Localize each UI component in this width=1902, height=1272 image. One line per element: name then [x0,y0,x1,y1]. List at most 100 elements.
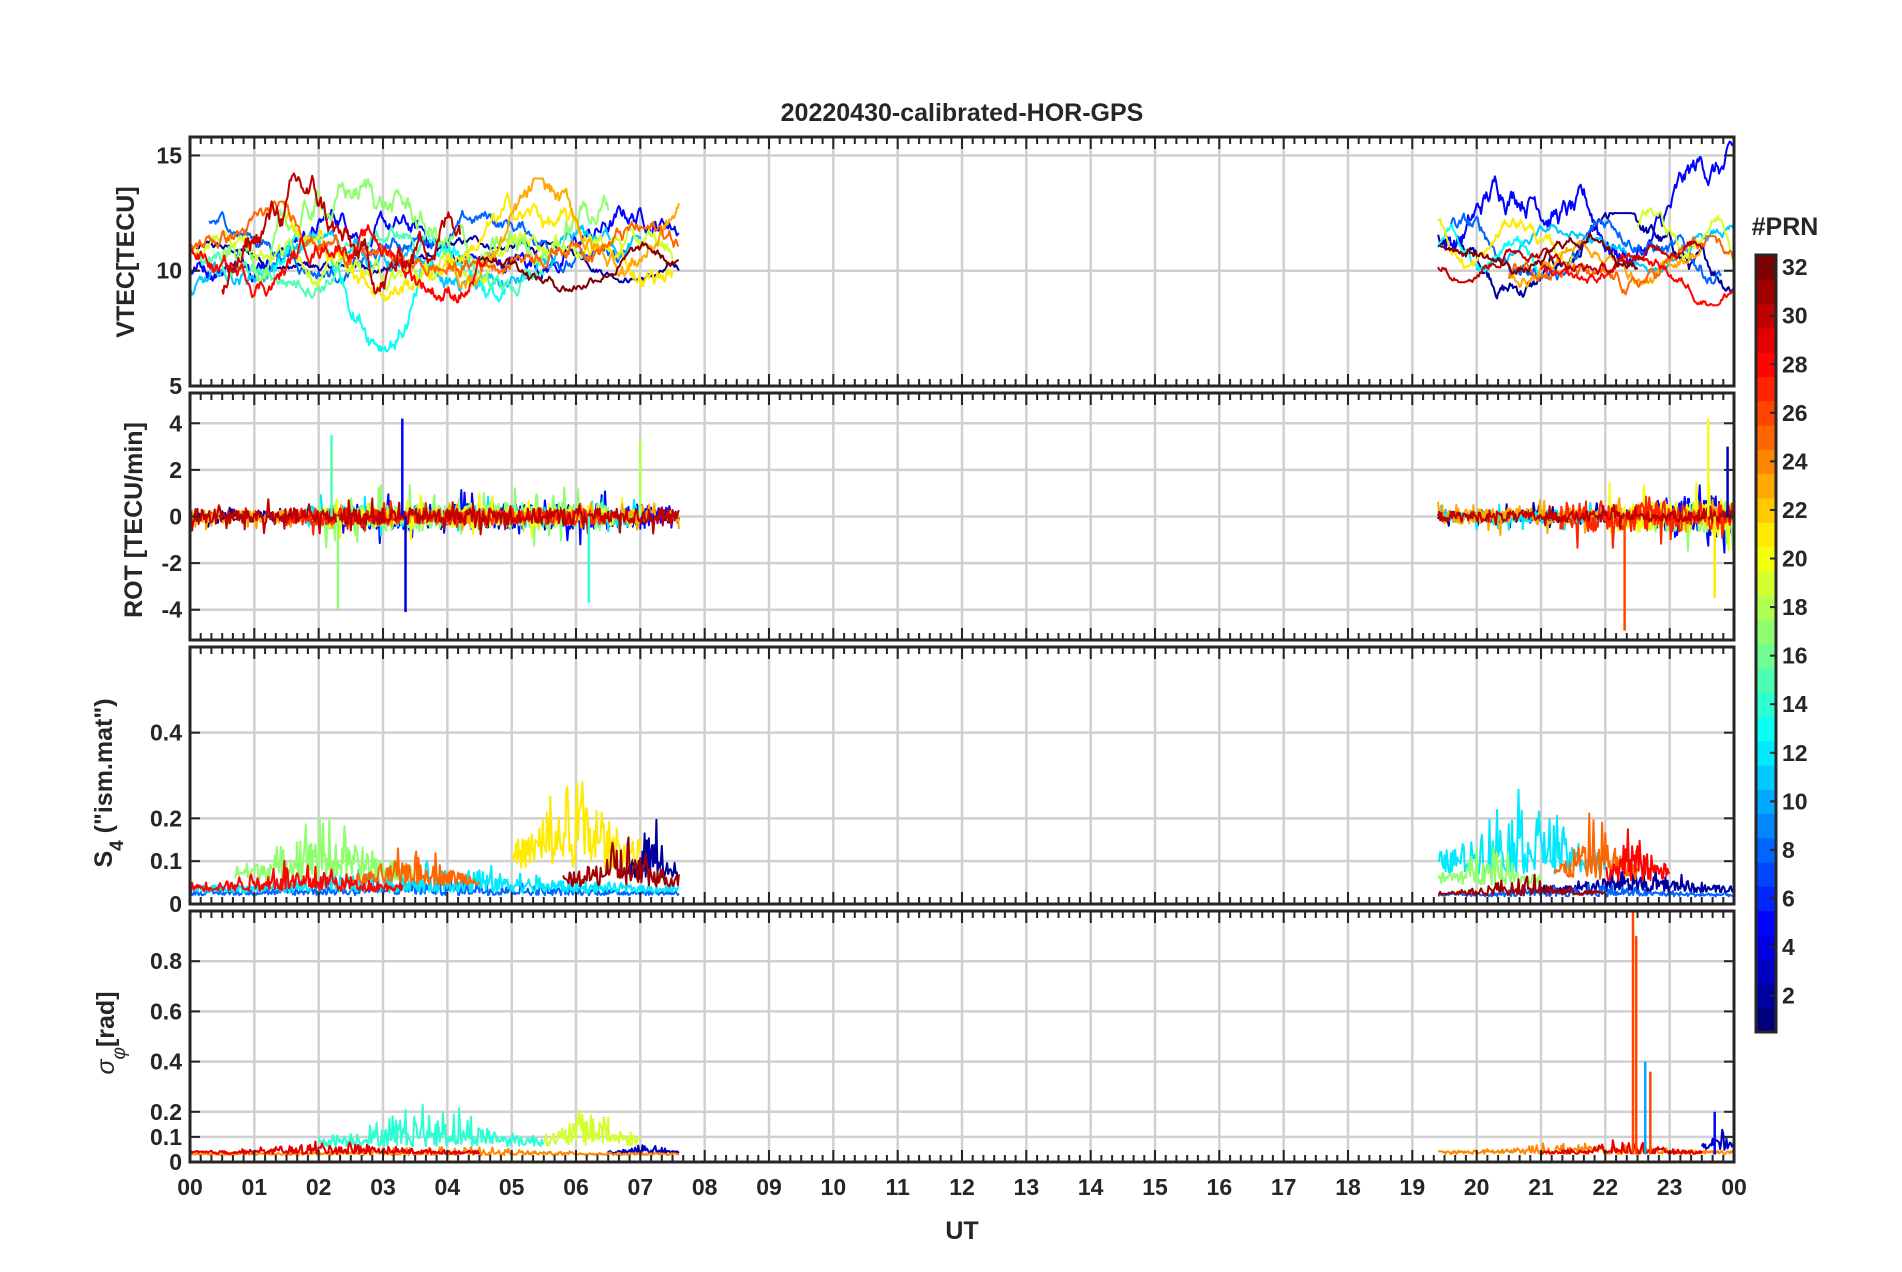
colorbar-label: #PRN [1752,213,1819,241]
x-tick-label-13: 13 [1014,1174,1040,1200]
colorbar-swatch-6 [1756,886,1776,912]
x-tick-label-5: 05 [499,1174,525,1200]
colorbar-swatch-16 [1756,643,1776,669]
s4-y-tick-label-2: 0.2 [150,805,182,831]
colorbar-swatch-24 [1756,449,1776,475]
colorbar-swatch-18 [1756,594,1776,620]
sigma-y-ticks: 00.10.2 0.4 0.6 0.8 [150,948,1734,1175]
colorbar-tick-label-9: 20 [1782,546,1808,572]
x-tick-label-4: 04 [435,1174,461,1200]
x-axis-label: UT [945,1217,978,1245]
vtec-series-prn15-seg0 [189,225,545,299]
rot-y-tick-label-3: 2 [169,457,182,483]
colorbar-swatch-21 [1756,522,1776,547]
colorbar-tick-label-12: 26 [1782,400,1808,426]
sigma-series-prn24-seg0 [189,1146,680,1157]
colorbar-swatch-28 [1756,352,1776,378]
x-tick-label-23: 23 [1657,1174,1683,1200]
colorbar-swatch-13 [1756,716,1776,742]
vtec-series-prn11-seg0 [189,224,642,296]
colorbar-tick-label-4: 10 [1782,788,1808,814]
s4-y-tick-label-3: 0.4 [150,720,182,746]
colorbar-tick-label-6: 14 [1782,691,1808,717]
sigma-y-tick-label-5: 0.8 [150,948,182,974]
s4-series-prn2-seg0 [626,818,680,881]
vtec-ylabel: VTEC[TECU] [112,186,140,337]
s4-series-prn28-seg0 [189,859,404,893]
vtec-minor-ticks [189,137,1735,386]
x-tick-label-18: 18 [1335,1174,1361,1200]
vtec-series-prn21-seg1 [1437,217,1574,271]
colorbar-box [1754,253,1778,1034]
rot-y-tick-label-0: -4 [162,597,183,623]
colorbar-tick-label-10: 22 [1782,497,1808,523]
sigma-minor-ticks [189,911,1735,1162]
rot-y-tick-label-1: -2 [162,550,182,576]
x-tick-label-6: 06 [563,1174,589,1200]
x-axis-tick-labels: 00 01 02 03 04 05 06 07 08 09 10 11 12 13 14 15 16 17 18 19… [177,1174,1747,1200]
colorbar-swatch-1 [1756,1007,1776,1033]
sigma-series-prn3-seg0 [607,1144,680,1155]
x-tick-label-16: 16 [1207,1174,1233,1200]
colorbar-swatch-12 [1756,740,1776,766]
sigma-series-prn29-seg0 [189,1140,481,1155]
colorbar-tick-label-2: 6 [1782,885,1795,911]
rot-y-tick-label-2: 0 [169,504,182,530]
colorbar-swatch-19 [1756,570,1776,596]
vtec-y-tick-label-0: 5 [169,373,182,399]
sigma-series-prn14-seg0 [317,1103,545,1148]
x-tick-label-12: 12 [949,1174,975,1200]
vtec-series-prn25-seg0 [189,200,680,278]
s4-ylabel-subscript: 4 [107,840,128,851]
vtec-series-prn5-seg1 [1443,140,1735,267]
colorbar-swatch-4 [1756,934,1776,960]
x-tick-label-19: 19 [1400,1174,1426,1200]
vtec-minor-tick-path [189,137,1735,386]
colorbar-swatch-2 [1756,983,1776,1009]
sigma-series-prn19-seg0 [543,1109,641,1147]
colorbar-swatch-8 [1756,837,1776,863]
colorbar-swatch-11 [1756,764,1776,790]
vtec-lines [189,140,1735,353]
s4-y-tick-label-1: 0.1 [150,848,182,874]
vtec-series-prn23-seg1 [1507,239,1703,288]
rot-y-ticks: -4 -2 0 2 4 [162,410,1734,623]
vtec-series-prn28-seg1 [1540,252,1735,307]
x-tick-label-7: 07 [628,1174,654,1200]
colorbar-swatch-27 [1756,376,1776,402]
x-tick-label-24: 00 [1721,1174,1747,1200]
s4-series-prn17-seg0 [234,816,416,881]
sigma-y-tick-label-3: 0.4 [150,1049,182,1075]
colorbar-swatch-10 [1756,789,1776,815]
colorbar-swatch-7 [1756,862,1776,887]
colorbar-tick-label-8: 18 [1782,594,1808,620]
vtec-series-prn32-seg0 [479,241,679,293]
sigma-series-prn3-seg1 [1700,1128,1735,1151]
colorbar-swatch-9 [1756,813,1776,839]
x-tick-label-3: 03 [370,1174,396,1200]
colorbar-tick-label-1: 4 [1782,934,1795,960]
vtec-series-prn30-seg1 [1437,240,1703,284]
colorbar-tick-label-3: 8 [1782,837,1795,863]
vtec-series-prn23-seg0 [446,177,680,289]
phi-subscript: φ [109,1047,130,1059]
x-tick-label-8: 08 [692,1174,718,1200]
vtec-series-prn13-seg1 [1437,224,1542,279]
colorbar-swatches [1756,255,1776,1033]
x-tick-label-14: 14 [1078,1174,1104,1200]
colorbar-swatch-14 [1756,692,1776,717]
vtec-series-prn19-seg1 [1636,207,1735,263]
s4-lines [189,781,1735,898]
s4-series-prn31-seg0 [562,836,680,888]
panel-s4: 0 0.1 0.2 0.4 S4 ("ism.mat") [90,645,1736,917]
colorbar-swatch-26 [1756,400,1776,426]
colorbar-swatch-3 [1756,959,1776,985]
colorbar-swatch-23 [1756,473,1776,499]
colorbar-tick-label-14: 30 [1782,303,1808,329]
colorbar-tick-label-0: 2 [1782,983,1795,1009]
colorbar-tick-label-11: 24 [1782,448,1808,474]
vtec-series-prn11-seg1 [1475,223,1735,275]
